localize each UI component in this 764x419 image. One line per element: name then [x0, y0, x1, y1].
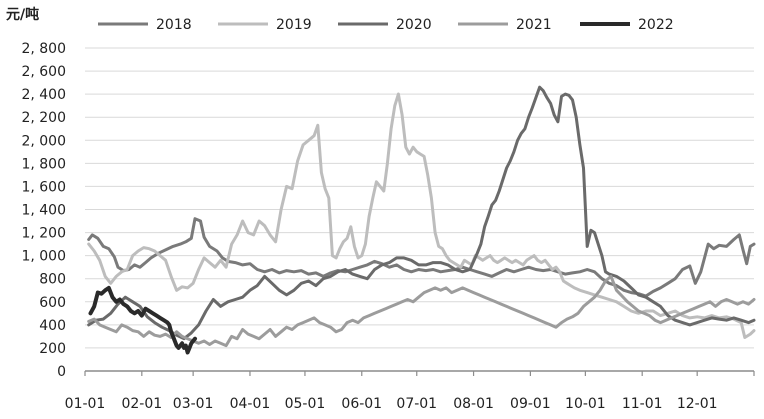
x-tick-label: 02-01	[121, 396, 162, 412]
legend-label-2021: 2021	[516, 17, 552, 33]
x-tick-label: 04-01	[230, 396, 271, 412]
x-tick-label: 01-01	[65, 396, 106, 412]
series-group	[87, 85, 756, 355]
x-tick-label: 11-01	[622, 396, 663, 412]
y-tick-label: 2, 800	[21, 41, 66, 57]
x-tick-labels: 01-01 02-01 03-01 04-01 05-01 06-01 07-01 08-01…	[65, 396, 718, 412]
x-tick-label: 05-01	[285, 396, 326, 412]
x-tick-label: 08-01	[453, 396, 494, 412]
series-line-2022	[88, 285, 197, 355]
y-tick-label: 0	[57, 364, 66, 380]
legend: 2018 2019 2020 2021 2022	[98, 17, 674, 33]
legend-label-2022: 2022	[638, 17, 674, 33]
y-tick-label: 1, 200	[21, 226, 66, 242]
y-tick-label: 2, 400	[21, 87, 66, 103]
y-tick-label: 2, 200	[21, 110, 66, 126]
x-tick-label: 03-01	[173, 396, 214, 412]
y-tick-label: 600	[39, 295, 66, 311]
x-tick-label: 12-01	[677, 396, 718, 412]
y-tick-label: 1, 400	[21, 203, 66, 219]
y-tick-label: 200	[39, 341, 66, 357]
y-tick-label: 1, 000	[21, 249, 66, 265]
x-tick-label: 07-01	[396, 396, 437, 412]
y-tick-label: 1, 600	[21, 179, 66, 195]
y-tick-label: 1, 800	[21, 156, 66, 172]
series-line-2018	[87, 217, 756, 298]
series-line-2020	[87, 85, 756, 341]
y-axis-label: 元/吨	[6, 6, 39, 23]
y-tick-label: 400	[39, 318, 66, 334]
axes	[84, 370, 755, 376]
y-tick-labels: 0 200 400 600 800 1, 000 1, 200 1, 400 1, 600 1, …	[21, 41, 66, 380]
y-tick-label: 2, 000	[21, 133, 66, 149]
y-tick-label: 800	[39, 272, 66, 288]
x-tick-label: 06-01	[341, 396, 382, 412]
gridlines	[85, 47, 754, 349]
y-tick-label: 2, 600	[21, 64, 66, 80]
series-line-2021	[87, 274, 756, 348]
x-tick-label: 09-01	[510, 396, 551, 412]
legend-label-2018: 2018	[156, 17, 192, 33]
legend-label-2020: 2020	[396, 17, 432, 33]
legend-label-2019: 2019	[276, 17, 312, 33]
x-tick-label: 10-01	[565, 396, 606, 412]
